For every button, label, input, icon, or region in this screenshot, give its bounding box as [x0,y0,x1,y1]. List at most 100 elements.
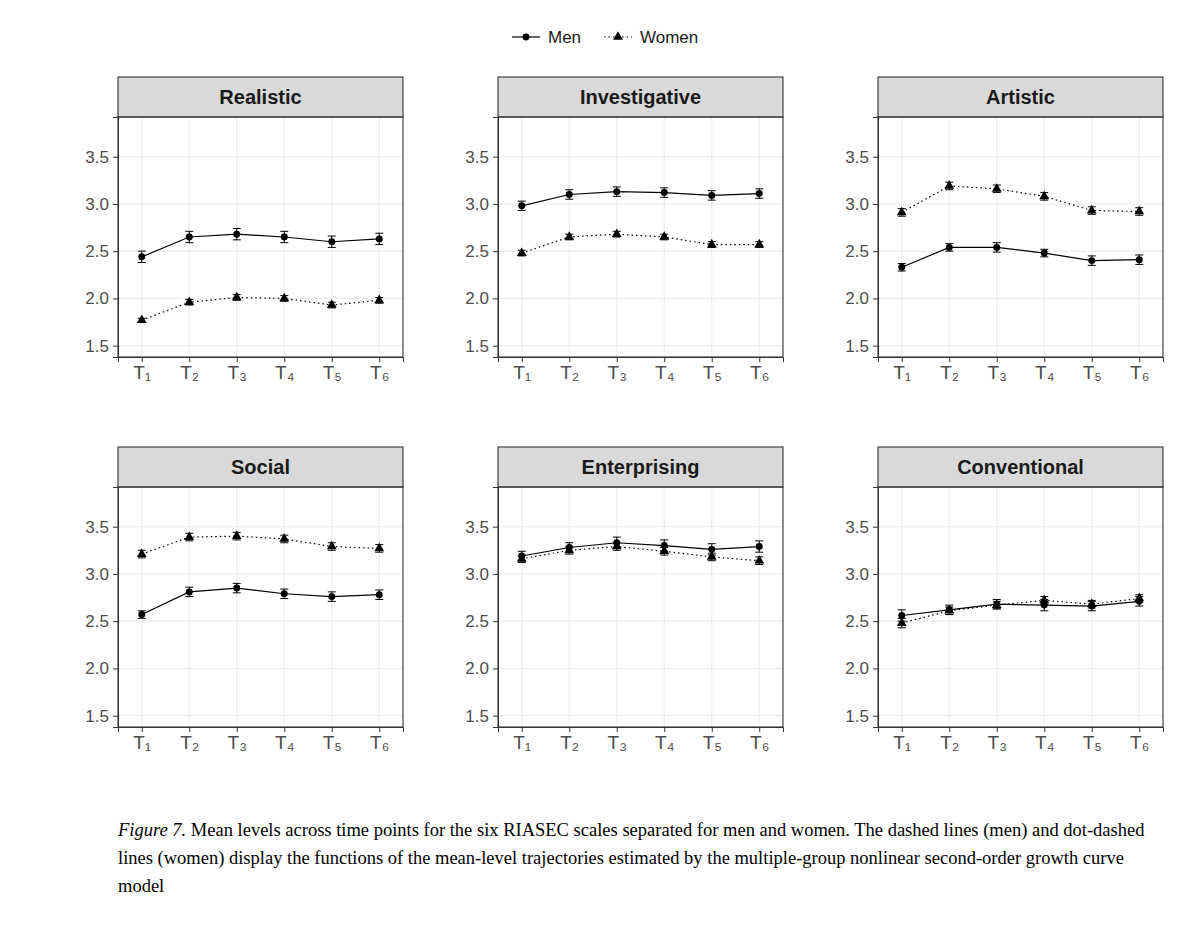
series-line [142,234,380,257]
x-tick: T₅ [703,357,722,383]
x-tick-mark [522,727,523,732]
y-grid-line [878,621,1163,622]
x-tick-mark [1044,727,1045,732]
x-tick-label: T₃ [608,732,627,753]
x-axis: T₁T₂T₃T₄T₅T₆ [499,357,784,383]
x-tick-mark [902,357,903,362]
error-bar [518,551,526,560]
x-tick-label: T₄ [655,362,675,383]
x-tick-label: T₆ [1130,362,1149,383]
x-tick: T₂ [560,357,579,383]
x-tick-mark [142,727,143,732]
marker [328,593,335,600]
y-tick-label: 2.5 [85,612,109,631]
y-tick-label: 1.5 [465,337,489,356]
x-tick-mark [237,357,238,362]
x-tick: T₁ [133,727,151,753]
strip [878,447,1163,487]
x-grid-line [1139,487,1140,727]
x-tick-label: T₄ [1035,732,1055,753]
plot-frame [498,117,783,357]
x-tick: T₄ [275,727,295,753]
y-tick: 3.0 [845,565,878,584]
series-line [902,247,1140,267]
marker [661,189,668,196]
x-tick: T₅ [323,727,342,753]
marker [1039,191,1049,200]
marker [756,190,763,197]
x-tick: T₂ [560,727,579,753]
grid [118,487,403,727]
series-line [142,297,380,320]
error-bar [993,599,1001,608]
plot-clip [137,228,384,322]
x-tick: T₆ [1130,357,1149,383]
marker [1041,250,1048,257]
x-tick-label: T₆ [1130,732,1149,753]
y-grid-line [878,715,1163,716]
marker [137,314,147,323]
x-tick-label: T₆ [750,362,769,383]
marker [1039,595,1049,604]
error-bar [185,231,193,242]
marker [518,202,525,209]
y-tick: 3.5 [845,148,878,167]
x-axis-line [499,728,784,733]
marker [1136,256,1143,263]
marks [897,593,1144,628]
x-grid-line [1091,117,1092,357]
series-line [902,598,1140,623]
y-tick-label: 1.5 [845,707,869,726]
x-tick: T₃ [608,727,627,753]
x-grid-line [569,487,570,727]
y-axis-line [873,488,879,728]
y-tick-mark [873,621,878,622]
marker [897,207,907,216]
y-tick-label: 3.5 [465,148,489,167]
error-bar [1135,255,1143,264]
y-tick-mark [113,574,118,575]
y-tick-label: 2.5 [85,242,109,261]
panel-title: Conventional [957,456,1084,478]
x-tick: T₄ [655,727,675,753]
y-tick: 3.5 [85,148,118,167]
marker [707,239,717,248]
y-grid-line [118,715,403,716]
marker [1134,206,1144,215]
strip [118,447,403,487]
y-tick-label: 1.5 [85,337,109,356]
marker [756,543,763,550]
marker [613,188,620,195]
marker [376,235,383,242]
plot-clip [897,180,1144,271]
x-axis: T₁T₂T₃T₄T₅T₆ [499,727,784,753]
x-tick-mark [189,357,190,362]
y-tick: 3.0 [85,195,118,214]
plot-background [118,117,403,357]
grid [878,487,1163,727]
y-tick-mark [113,204,118,205]
y-grid-line [118,251,403,252]
strip [498,77,783,117]
y-tick: 2.0 [85,289,118,308]
y-tick-label: 2.0 [845,659,869,678]
error-bar [1040,249,1048,257]
grid [498,117,783,357]
x-grid-line [901,117,902,357]
x-tick: T₆ [370,727,389,753]
y-axis: 1.52.02.53.03.5 [85,488,118,728]
legend-label: Women [640,28,698,47]
y-tick: 2.5 [465,242,498,261]
series-line [522,547,760,561]
x-axis-line [879,358,1164,363]
y-tick: 1.5 [85,707,118,726]
y-grid-line [498,298,783,299]
x-tick-mark [617,357,618,362]
marks [137,530,384,618]
x-tick-label: T₃ [988,362,1007,383]
y-tick-label: 3.0 [465,195,489,214]
y-tick-label: 3.0 [845,195,869,214]
x-axis-line [119,728,404,733]
y-tick-mark [873,346,878,347]
caption: Figure 7. Mean levels across time points… [118,816,1148,900]
